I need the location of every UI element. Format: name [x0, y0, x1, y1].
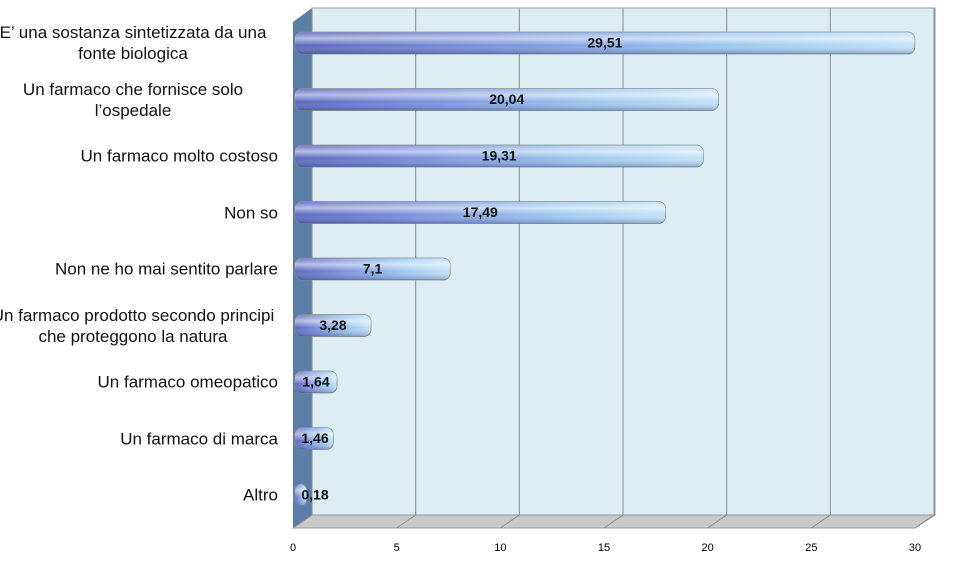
category-text: Un farmaco che fornisce solo l’ospedale — [22, 79, 244, 120]
bar-shine — [295, 314, 372, 337]
value-label: 17,49 — [463, 204, 498, 220]
x-tick-label: 25 — [805, 542, 817, 554]
category-label: Un farmaco prodotto secondo principi che… — [0, 305, 278, 347]
value-label: 3,28 — [319, 317, 346, 333]
category-text: Altro — [243, 485, 278, 505]
category-text: Un farmaco molto costoso — [80, 146, 278, 166]
bar-shine — [295, 32, 915, 54]
category-text: E’ una sostanza sintetizzata da una font… — [0, 23, 267, 63]
category-label: Altro — [0, 485, 278, 506]
bar-shine — [295, 371, 338, 393]
grid-line — [396, 8, 417, 529]
x-tick-label: 20 — [702, 542, 714, 554]
bar-shine — [295, 145, 704, 167]
x-tick-label: 10 — [494, 542, 506, 554]
x-tick-label: 5 — [394, 542, 400, 554]
bar-shine — [295, 484, 307, 506]
x-tick-label: 15 — [598, 542, 610, 554]
value-label: 19,31 — [482, 148, 517, 164]
category-label: Non ne ho mai sentito parlare — [0, 259, 278, 280]
grid-line — [811, 8, 831, 529]
grid-line — [707, 8, 728, 529]
category-label: Un farmaco omeopatico — [0, 372, 278, 393]
value-label: 1,46 — [301, 430, 328, 446]
grid-line — [292, 8, 313, 529]
category-text: Non so — [224, 203, 278, 222]
grid-line — [500, 8, 520, 529]
category-text: Un farmaco omeopatico — [97, 372, 278, 392]
bar-shine — [295, 258, 451, 280]
category-label: Un farmaco molto costoso — [0, 146, 278, 167]
grid-line — [914, 8, 935, 529]
grid-line — [603, 8, 624, 529]
bar-shine — [295, 427, 334, 450]
bar-shine — [295, 88, 719, 111]
bar-shine — [295, 201, 666, 224]
x-tick-label: 30 — [909, 542, 921, 554]
category-label: Non so — [0, 202, 278, 223]
category-label: E’ una sostanza sintetizzata da una font… — [0, 22, 278, 64]
value-label: 20,04 — [489, 91, 524, 107]
value-label: 7,1 — [363, 261, 383, 277]
category-text: Un farmaco prodotto secondo principi che… — [0, 305, 275, 346]
category-label: Un farmaco di marca — [0, 428, 278, 449]
category-label: Un farmaco che fornisce solo l’ospedale — [0, 79, 278, 121]
category-text: Un farmaco di marca — [120, 429, 278, 448]
category-text: Non ne ho mai sentito parlare — [54, 259, 278, 279]
value-label: 0,18 — [301, 487, 328, 503]
value-label: 29,51 — [587, 35, 622, 51]
value-label: 1,64 — [302, 374, 329, 390]
x-tick-label: 0 — [290, 542, 296, 554]
